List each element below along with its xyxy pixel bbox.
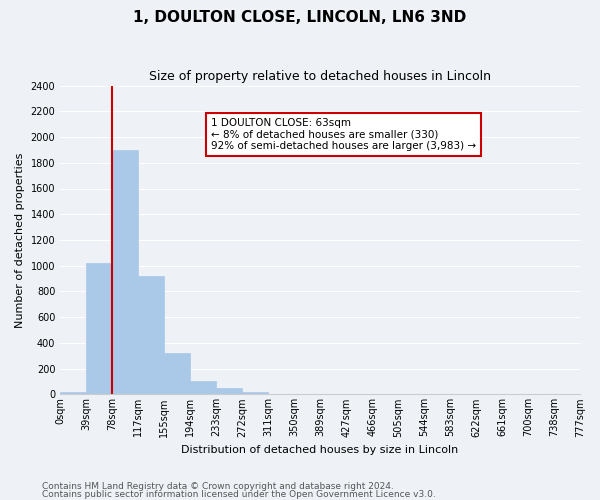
Bar: [164, 353, 190, 395]
Bar: [138, 276, 164, 394]
Bar: [216, 388, 242, 394]
Text: 1, DOULTON CLOSE, LINCOLN, LN6 3ND: 1, DOULTON CLOSE, LINCOLN, LN6 3ND: [133, 10, 467, 25]
Bar: [86, 263, 112, 394]
Text: Contains HM Land Registry data © Crown copyright and database right 2024.: Contains HM Land Registry data © Crown c…: [42, 482, 394, 491]
Text: 1 DOULTON CLOSE: 63sqm
← 8% of detached houses are smaller (330)
92% of semi-det: 1 DOULTON CLOSE: 63sqm ← 8% of detached …: [211, 118, 476, 151]
X-axis label: Distribution of detached houses by size in Lincoln: Distribution of detached houses by size …: [181, 445, 459, 455]
Bar: [190, 381, 216, 394]
Bar: [242, 392, 268, 394]
Text: Contains public sector information licensed under the Open Government Licence v3: Contains public sector information licen…: [42, 490, 436, 499]
Bar: [112, 150, 138, 394]
Title: Size of property relative to detached houses in Lincoln: Size of property relative to detached ho…: [149, 70, 491, 83]
Y-axis label: Number of detached properties: Number of detached properties: [15, 152, 25, 328]
Bar: [60, 392, 86, 394]
